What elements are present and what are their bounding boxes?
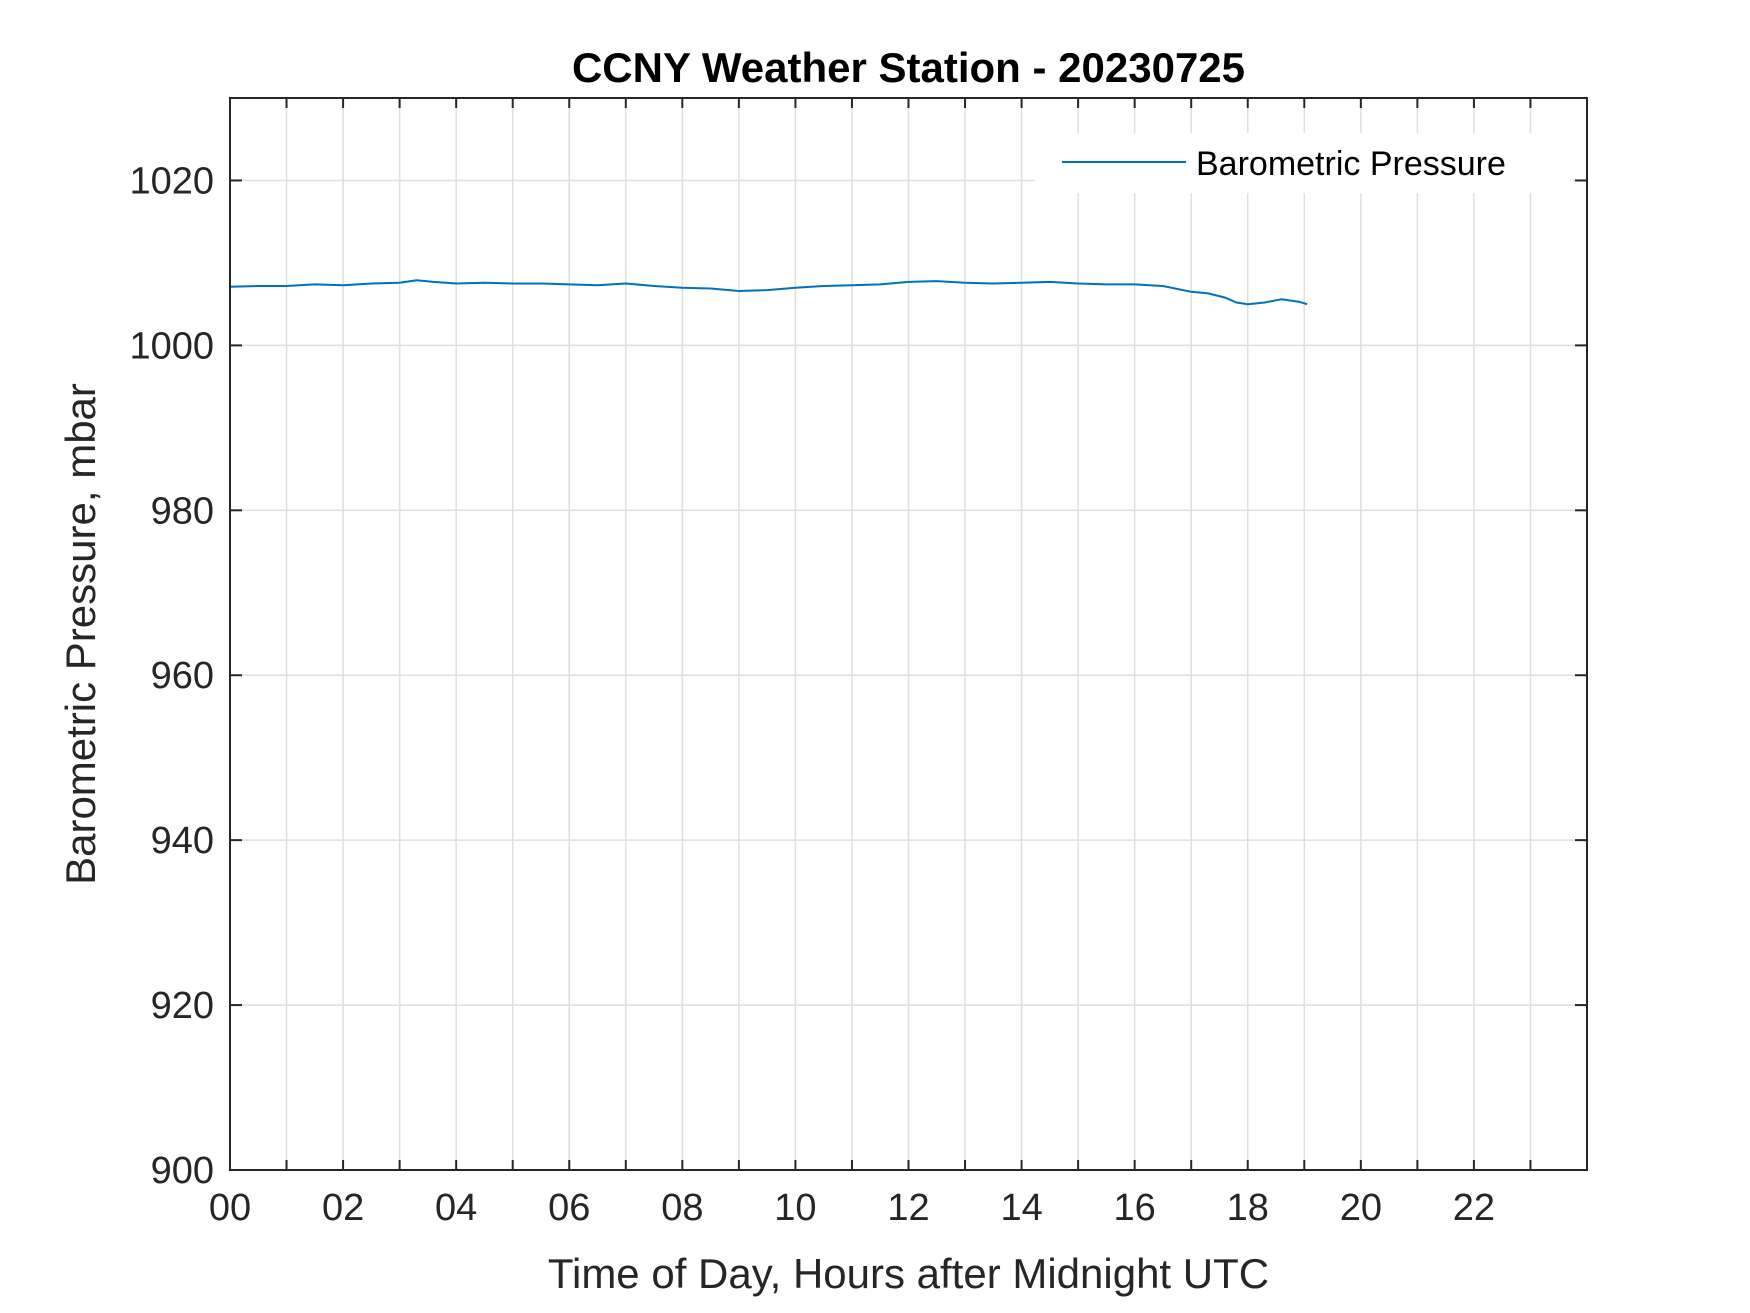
y-tick-label: 940 — [151, 820, 214, 862]
legend-label-barometric-pressure: Barometric Pressure — [1196, 145, 1506, 183]
x-tick-label: 04 — [435, 1187, 477, 1229]
y-tick-label: 1020 — [129, 160, 214, 202]
y-tick-label: 920 — [151, 985, 214, 1027]
x-tick-label: 08 — [661, 1187, 703, 1229]
y-tick-label: 960 — [151, 655, 214, 697]
x-tick-label: 16 — [1114, 1187, 1156, 1229]
legend: Barometric Pressure — [1035, 133, 1573, 193]
x-tick-label: 00 — [209, 1187, 251, 1229]
x-tick-label: 22 — [1453, 1187, 1495, 1229]
x-tick-label: 12 — [887, 1187, 929, 1229]
y-tick-label: 1000 — [129, 325, 214, 367]
y-tick-label: 980 — [151, 490, 214, 532]
y-axis-label: Barometric Pressure, mbar — [57, 383, 104, 885]
x-tick-label: 10 — [774, 1187, 816, 1229]
ticks: 900 920 940 960 980 1000 1020 00 02 04 06 08 10 12 14 1… — [129, 98, 1588, 1229]
series-line-barometric-pressure — [229, 279, 1308, 306]
x-tick-label: 20 — [1340, 1187, 1382, 1229]
x-axis-label: Time of Day, Hours after Midnight UTC — [548, 1250, 1269, 1297]
x-tick-label: 18 — [1227, 1187, 1269, 1229]
series-layer — [229, 279, 1308, 306]
x-tick-label: 02 — [322, 1187, 364, 1229]
x-tick-label: 06 — [548, 1187, 590, 1229]
x-tick-label: 14 — [1000, 1187, 1042, 1229]
chart-title: CCNY Weather Station - 20230725 — [572, 44, 1245, 91]
y-tick-label: 900 — [151, 1150, 214, 1192]
grid — [229, 98, 1588, 1171]
